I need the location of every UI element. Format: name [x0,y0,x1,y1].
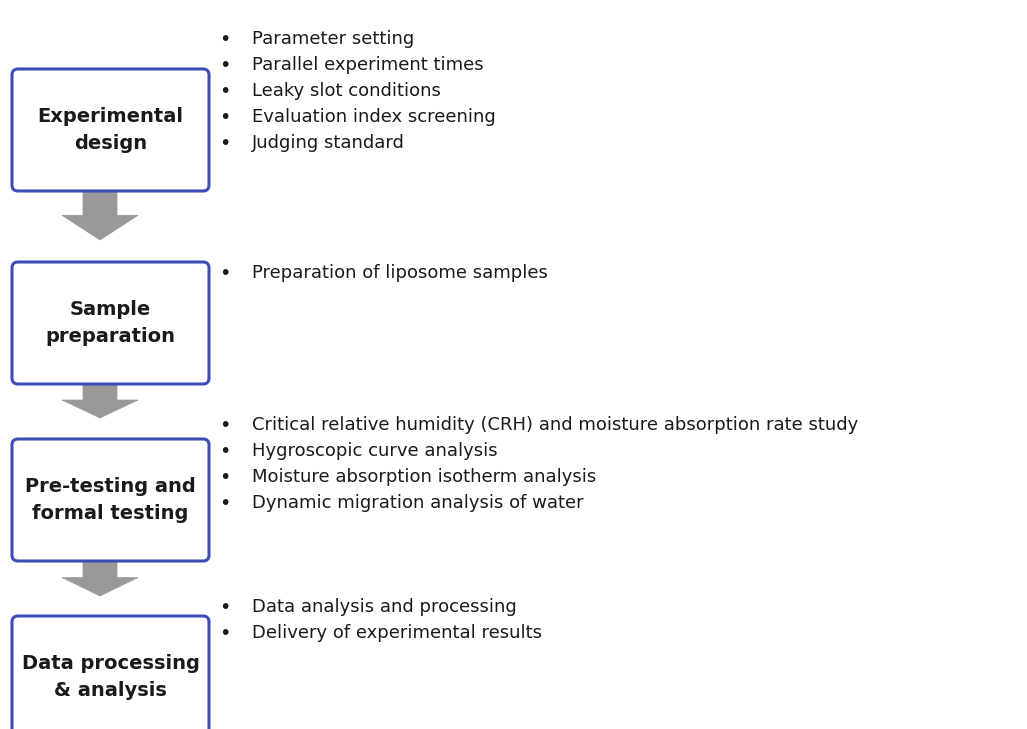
Text: Moisture absorption isotherm analysis: Moisture absorption isotherm analysis [252,468,597,486]
Text: Experimental
design: Experimental design [38,107,184,153]
FancyBboxPatch shape [12,262,210,384]
FancyBboxPatch shape [12,439,210,561]
Text: Critical relative humidity (CRH) and moisture absorption rate study: Critical relative humidity (CRH) and moi… [252,416,859,434]
Text: •: • [220,416,231,435]
Text: •: • [220,624,231,643]
Text: •: • [220,30,231,49]
Polygon shape [62,555,138,596]
Text: Judging standard: Judging standard [252,134,405,152]
Text: •: • [220,468,231,487]
Text: Parameter setting: Parameter setting [252,30,414,48]
Polygon shape [62,378,138,418]
Text: Preparation of liposome samples: Preparation of liposome samples [252,264,547,282]
Text: Parallel experiment times: Parallel experiment times [252,56,484,74]
Text: •: • [220,82,231,101]
Text: Delivery of experimental results: Delivery of experimental results [252,624,542,642]
Text: Data analysis and processing: Data analysis and processing [252,598,517,616]
Text: Dynamic migration analysis of water: Dynamic migration analysis of water [252,494,583,512]
Text: •: • [220,442,231,461]
FancyBboxPatch shape [12,69,210,191]
Text: Data processing
& analysis: Data processing & analysis [22,654,199,700]
Text: •: • [220,56,231,75]
Text: Leaky slot conditions: Leaky slot conditions [252,82,441,100]
Text: Sample
preparation: Sample preparation [45,300,176,346]
Text: •: • [220,134,231,153]
Polygon shape [62,185,138,240]
Text: Hygroscopic curve analysis: Hygroscopic curve analysis [252,442,498,460]
Text: •: • [220,494,231,513]
Text: Evaluation index screening: Evaluation index screening [252,108,496,126]
Text: •: • [220,108,231,127]
Text: Pre-testing and
formal testing: Pre-testing and formal testing [25,477,196,523]
Text: •: • [220,598,231,617]
Text: •: • [220,264,231,283]
FancyBboxPatch shape [12,616,210,729]
